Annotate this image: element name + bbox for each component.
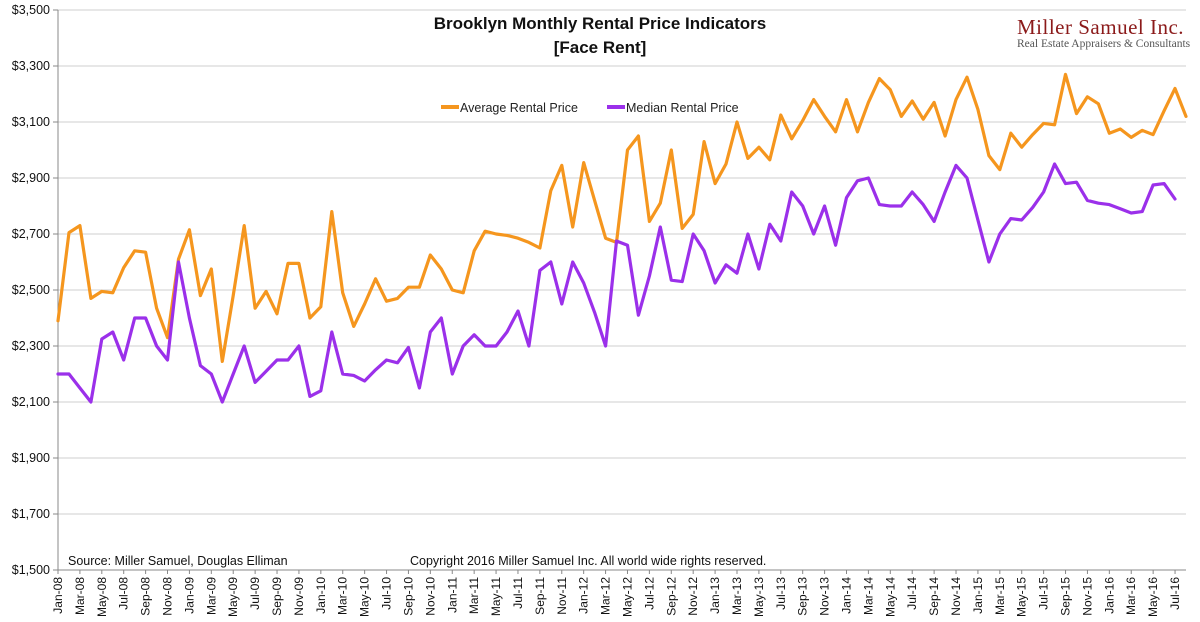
x-tick-label: Jan-09 [182,577,196,614]
x-tick-label: Jan-13 [708,577,722,614]
x-tick-label: May-12 [620,577,634,617]
x-tick-label: Mar-12 [599,577,613,615]
x-tick-label: Jul-11 [511,577,525,609]
x-tick-label: Nov-08 [161,577,175,616]
x-tick-label: Nov-09 [292,577,306,616]
x-tick-label: Sep-08 [139,577,153,616]
x-tick-label: Sep-11 [533,577,547,615]
x-tick-label: Sep-12 [664,577,678,616]
y-tick-label: $3,500 [12,3,50,17]
x-axis-ticks: Jan-08 Mar-08 May-08 Jul-08 Sep-08 Nov-08 Jan-… [51,570,1182,617]
x-tick-label: Jul-13 [774,577,788,610]
series-line-average [56,72,1188,363]
x-tick-label: Mar-15 [993,577,1007,615]
legend-label-median: Median Rental Price [626,101,739,115]
x-tick-label: Nov-12 [686,577,700,616]
legend: Average Rental Price Median Rental Price [441,101,739,115]
x-tick-label: Jan-10 [314,577,328,614]
x-tick-label: Jul-08 [117,577,131,610]
x-tick-label: Mar-09 [204,577,218,615]
y-tick-label: $2,700 [12,227,50,241]
x-tick-label: Sep-15 [1059,577,1073,616]
x-tick-label: Sep-14 [927,577,941,616]
y-tick-label: $3,300 [12,59,50,73]
chart-title: Brooklyn Monthly Rental Price Indicators [434,14,767,33]
x-tick-label: May-16 [1146,577,1160,617]
y-tick-label: $2,300 [12,339,50,353]
x-tick-label: Jan-15 [971,577,985,614]
x-tick-label: Jul-09 [248,577,262,610]
x-tick-label: Jul-12 [642,577,656,610]
x-tick-label: Jul-15 [1037,577,1051,610]
branding-logo: Miller Samuel Inc. Real Estate Appraiser… [1017,15,1191,50]
x-tick-label: Nov-13 [818,577,832,616]
x-tick-label: May-08 [95,577,109,617]
y-tick-label: $2,900 [12,171,50,185]
brand-name: Miller Samuel Inc. [1017,15,1184,39]
x-tick-label: May-15 [1015,577,1029,617]
y-tick-label: $2,100 [12,395,50,409]
x-tick-label: Sep-13 [796,577,810,616]
y-tick-label: $1,900 [12,451,50,465]
y-tick-label: $3,100 [12,115,50,129]
y-tick-label: $1,500 [12,563,50,577]
x-tick-label: Jul-10 [380,577,394,610]
source-note: Source: Miller Samuel, Douglas Elliman [68,554,288,568]
x-tick-label: Mar-14 [861,577,875,615]
x-tick-label: Sep-10 [401,577,415,616]
y-tick-label: $1,700 [12,507,50,521]
x-tick-label: May-11 [489,577,503,616]
copyright-note: Copyright 2016 Miller Samuel Inc. All wo… [410,554,766,568]
x-tick-label: Jul-16 [1168,577,1182,610]
x-tick-label: Nov-14 [949,577,963,616]
x-tick-label: Nov-10 [423,577,437,616]
x-tick-label: Jan-12 [577,577,591,614]
x-tick-label: May-14 [883,577,897,617]
x-tick-label: Jan-08 [51,577,65,614]
x-tick-label: Jan-11 [445,577,459,613]
x-tick-label: Jul-14 [905,577,919,610]
x-tick-label: May-13 [752,577,766,617]
series-lines [56,72,1188,404]
x-tick-label: May-09 [226,577,240,617]
x-tick-label: Nov-15 [1080,577,1094,616]
x-tick-label: Mar-08 [73,577,87,615]
x-tick-label: Mar-10 [336,577,350,615]
x-tick-label: May-10 [358,577,372,617]
chart-subtitle: [Face Rent] [554,38,647,57]
x-tick-label: Mar-16 [1124,577,1138,615]
brand-tagline: Real Estate Appraisers & Consultants [1017,38,1191,50]
x-tick-label: Mar-13 [730,577,744,615]
x-tick-label: Sep-09 [270,577,284,616]
y-tick-label: $2,500 [12,283,50,297]
x-tick-label: Jan-16 [1102,577,1116,614]
legend-label-average: Average Rental Price [460,101,578,115]
x-tick-label: Mar-11 [467,577,481,614]
series-line-median [56,162,1177,404]
y-axis-ticks: $1,500 $1,700 $1,900 $2,100 $2,300 $2,500 $2,7… [12,3,58,577]
x-tick-label: Nov-11 [555,577,569,615]
x-tick-label: Jan-14 [840,577,854,614]
